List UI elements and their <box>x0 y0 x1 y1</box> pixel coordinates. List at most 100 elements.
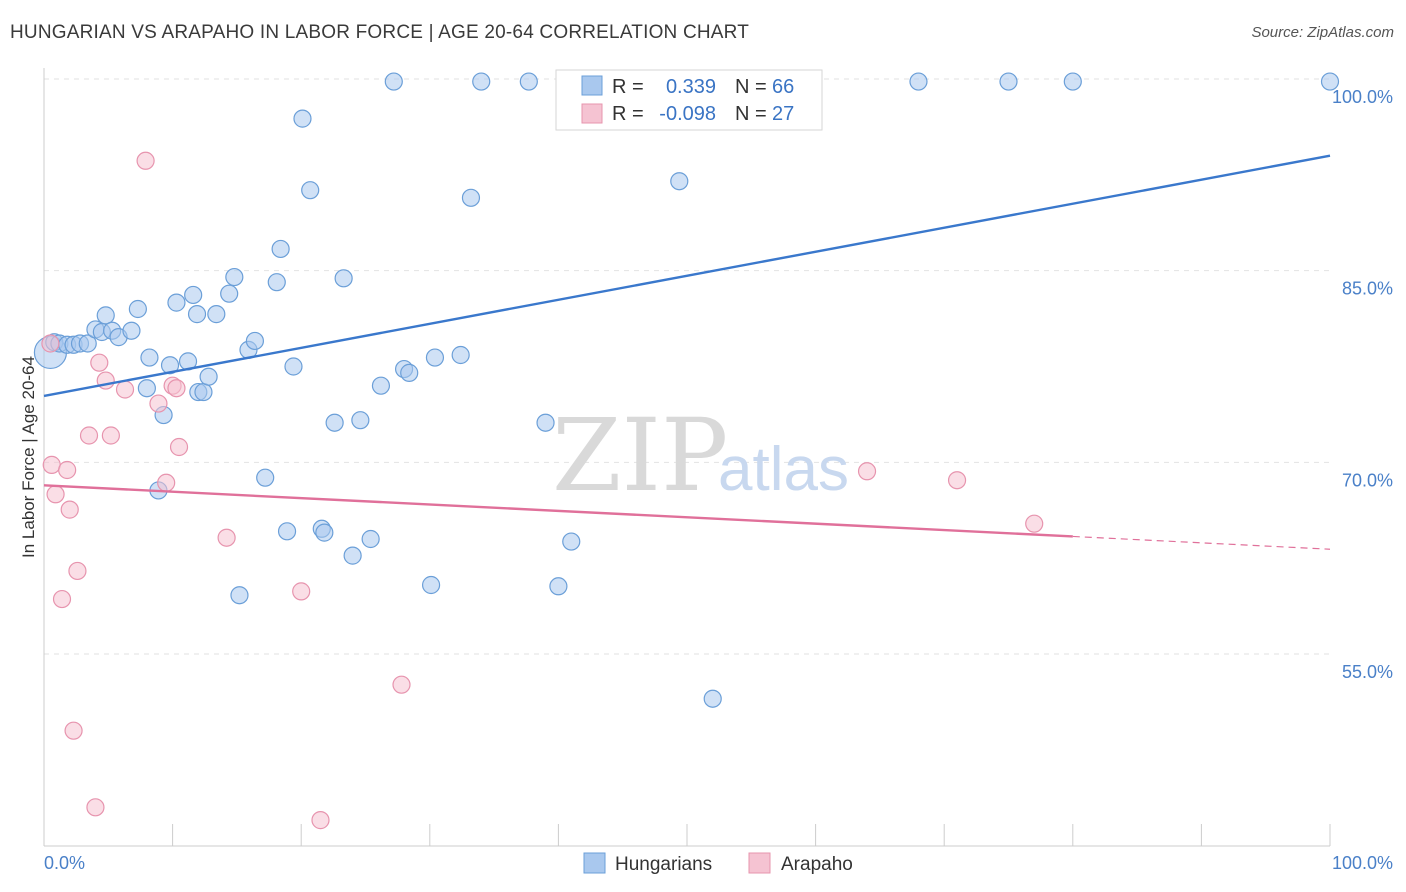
hungarians-point <box>194 382 213 402</box>
legend-n-value-arapaho: 27 <box>772 103 794 125</box>
x-tick-label-max: 100.0% <box>1332 853 1393 873</box>
hungarians-point <box>519 72 538 91</box>
hungarians-point <box>536 413 555 432</box>
x-tick-label-min: 0.0% <box>44 853 85 873</box>
arapaho-point <box>169 437 189 457</box>
hungarians-point <box>421 575 441 595</box>
arapaho-point <box>58 460 77 480</box>
arapaho-point <box>157 473 176 492</box>
hungarians-point <box>315 523 334 542</box>
hungarians-point <box>425 348 445 367</box>
arapaho-points <box>41 151 1044 830</box>
legend-swatch-hungarians <box>581 75 603 96</box>
hungarians-point <box>256 468 275 487</box>
arapaho-point <box>101 426 120 445</box>
arapaho-point <box>1025 514 1044 533</box>
hungarians-point <box>361 529 380 549</box>
arapaho-point <box>857 462 877 481</box>
legend-r-label-hungarians: R = <box>612 76 644 98</box>
legend-swatch-arapaho <box>581 103 603 124</box>
arapaho-point <box>46 485 65 504</box>
legend-n-label-hungarians: N = <box>735 76 767 98</box>
y-axis-label: In Labor Force | Age 20-64 <box>19 356 38 558</box>
hungarians-point <box>230 586 249 605</box>
bottom-legend-arapaho: Arapaho <box>781 854 853 875</box>
hungarians-point <box>96 306 115 325</box>
grid-lines <box>44 78 1330 655</box>
hungarians-point <box>225 267 244 287</box>
hungarians-point <box>461 188 481 207</box>
hungarians-point <box>343 546 362 565</box>
hungarians-point <box>301 181 320 200</box>
hungarians-point <box>128 299 147 319</box>
x-ticks <box>43 824 1331 846</box>
hungarians-point <box>167 293 186 312</box>
hungarians-point <box>703 689 722 708</box>
hungarians-point <box>351 411 370 430</box>
arapaho-point <box>136 151 155 170</box>
legend-n-value-hungarians: 66 <box>772 76 794 98</box>
y-tick-labels: 55.0% 70.0% 85.0% 100.0% <box>1332 87 1393 682</box>
hungarians-point <box>122 321 141 340</box>
watermark-atlas: atlas <box>718 435 849 504</box>
arapaho-point <box>90 353 109 372</box>
hungarians-point <box>371 376 391 395</box>
chart-title: HUNGARIAN VS ARAPAHO IN LABOR FORCE | AG… <box>10 22 750 43</box>
hungarians-point <box>999 72 1018 91</box>
arapaho-point <box>52 589 72 609</box>
legend-n-label-arapaho: N = <box>735 103 767 125</box>
correlation-legend: R = 0.339 N = 66 R = -0.098 N = 27 <box>555 69 823 131</box>
arapaho-point <box>79 426 99 445</box>
hungarians-point <box>160 356 180 375</box>
legend-r-value-arapaho: -0.098 <box>659 103 716 125</box>
hungarians-point <box>1320 72 1340 91</box>
arapaho-point <box>311 811 330 830</box>
hungarians-point <box>562 532 581 551</box>
hungarians-point <box>670 172 689 191</box>
arapaho-trend-line-extension <box>1072 535 1331 550</box>
arapaho-point <box>41 334 60 353</box>
hungarians-point <box>1063 72 1082 91</box>
hungarians-point <box>284 357 303 376</box>
y-tick-label: 55.0% <box>1342 662 1393 682</box>
arapaho-point <box>115 380 135 399</box>
hungarians-point <box>245 331 265 351</box>
arapaho-point <box>42 455 61 474</box>
hungarians-point <box>909 72 928 91</box>
hungarians-point <box>334 269 353 288</box>
hungarians-point <box>220 284 239 303</box>
legend-r-value-hungarians: 0.339 <box>666 76 716 98</box>
arapaho-point <box>64 721 83 740</box>
hungarians-point <box>140 348 159 367</box>
hungarians-point <box>451 345 470 365</box>
hungarians-points <box>33 72 1340 708</box>
arapaho-point <box>167 379 186 398</box>
y-tick-label: 85.0% <box>1342 279 1393 299</box>
arapaho-trend-line <box>43 484 1073 538</box>
arapaho-point <box>217 528 236 547</box>
series-legend: Hungarians Arapaho <box>583 852 853 875</box>
hungarians-point <box>293 109 312 128</box>
bottom-legend-hungarians: Hungarians <box>615 854 712 875</box>
hungarians-point <box>187 305 207 324</box>
arapaho-point <box>947 471 967 490</box>
arapaho-point <box>86 798 105 817</box>
hungarians-point <box>277 522 297 541</box>
hungarians-point <box>199 367 218 386</box>
bottom-legend-swatch-arapaho <box>748 852 771 874</box>
hungarians-point <box>325 413 344 432</box>
hungarians-point <box>472 72 491 91</box>
hungarians-point <box>137 379 156 398</box>
chart-source: Source: ZipAtlas.com <box>1251 24 1394 41</box>
hungarians-point <box>267 273 286 292</box>
hungarians-point <box>271 239 290 259</box>
hungarians-point <box>207 305 226 324</box>
y-tick-label: 100.0% <box>1332 87 1393 107</box>
hungarians-point <box>384 72 403 91</box>
watermark: ZIP atlas <box>552 397 849 514</box>
hungarians-point <box>184 285 203 305</box>
hungarians-point <box>78 334 97 353</box>
hungarians-point <box>400 363 419 382</box>
arapaho-point <box>292 582 311 601</box>
